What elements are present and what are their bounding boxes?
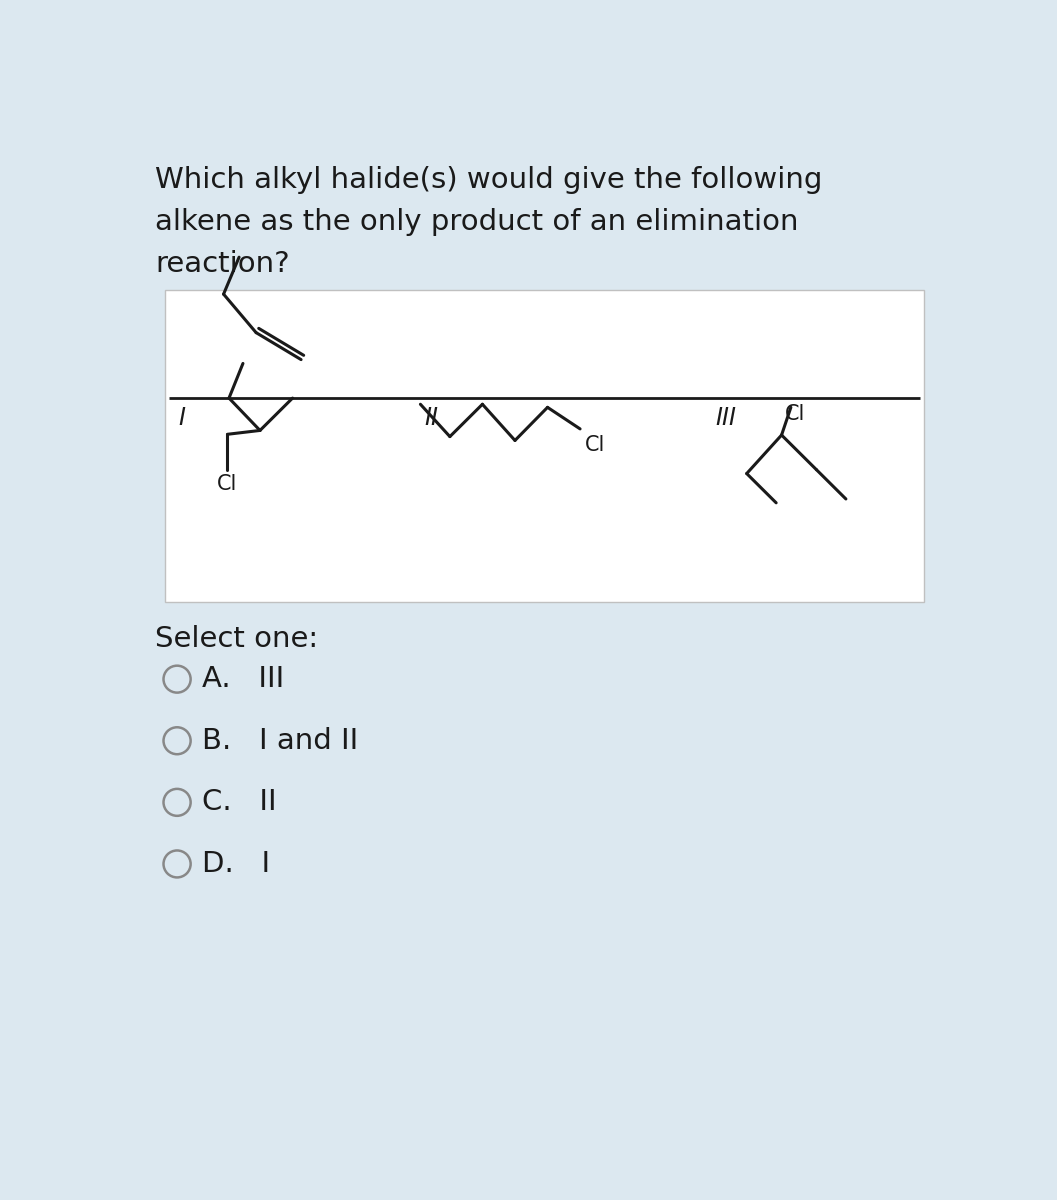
Text: D.   I: D. I [202, 850, 270, 878]
FancyBboxPatch shape [165, 290, 924, 602]
Text: Cl: Cl [784, 404, 805, 425]
Text: A.   III: A. III [202, 665, 284, 694]
Text: I: I [179, 406, 186, 430]
Text: reaction?: reaction? [155, 251, 290, 278]
Text: alkene as the only product of an elimination: alkene as the only product of an elimina… [155, 208, 799, 236]
Text: III: III [715, 406, 736, 430]
Text: B.   I and II: B. I and II [202, 727, 358, 755]
Text: Cl: Cl [585, 436, 605, 455]
Text: Which alkyl halide(s) would give the following: Which alkyl halide(s) would give the fol… [155, 166, 822, 193]
Text: Select one:: Select one: [155, 625, 318, 653]
Text: C.   II: C. II [202, 788, 277, 816]
Text: Cl: Cl [218, 474, 238, 494]
Text: II: II [424, 406, 439, 430]
